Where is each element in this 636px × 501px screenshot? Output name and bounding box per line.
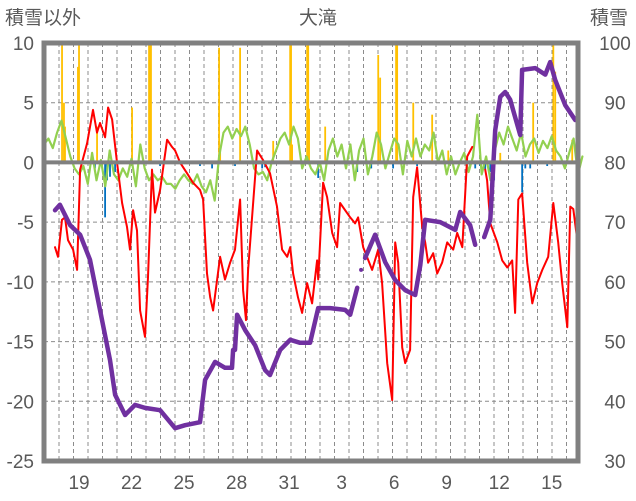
- orange-bar: [290, 43, 292, 163]
- left-tick-label: -10: [7, 273, 34, 294]
- x-tick-label: 3: [336, 473, 347, 494]
- orange-bar: [532, 102, 535, 163]
- blue-bar: [104, 162, 107, 218]
- orange-bar: [499, 152, 502, 163]
- blue-bar: [317, 162, 320, 178]
- blue-bar: [474, 162, 477, 169]
- right-tick-label: 60: [604, 273, 625, 294]
- right-tick-label: 100: [599, 34, 631, 55]
- left-tick-label: 10: [13, 34, 34, 55]
- purple-series-line: [481, 59, 578, 240]
- x-tick-label: 12: [489, 473, 510, 494]
- orange-bar: [447, 150, 450, 163]
- green-series-line: [42, 113, 584, 202]
- blue-bar: [489, 162, 492, 172]
- line-series: [42, 59, 584, 431]
- x-tick-label: 22: [121, 473, 142, 494]
- blue-bar: [211, 162, 213, 169]
- right-axis-title: 積雪: [590, 7, 628, 29]
- left-tick-label: -15: [7, 333, 34, 354]
- orange-bar: [272, 140, 275, 163]
- orange-bar: [324, 126, 327, 163]
- right-tick-label: 40: [604, 392, 625, 413]
- x-tick-label: 6: [389, 473, 400, 494]
- right-tick-label: 80: [604, 153, 625, 174]
- blue-bar: [484, 162, 487, 170]
- blue-bar: [524, 162, 527, 169]
- right-tick-label: 70: [604, 213, 625, 234]
- blue-bar: [392, 162, 395, 169]
- orange-bar: [552, 43, 555, 163]
- x-tick-label: 25: [173, 473, 194, 494]
- orange-bar: [78, 43, 80, 163]
- orange-bar: [218, 47, 220, 163]
- x-tick-label: 9: [441, 473, 452, 494]
- right-tick-label: 90: [604, 94, 625, 115]
- x-tick-label: 31: [279, 473, 300, 494]
- chart-title: 大滝: [299, 7, 337, 29]
- blue-bar: [114, 162, 116, 172]
- orange-bar: [148, 43, 150, 163]
- red-series-line: [54, 106, 474, 402]
- orange-bar: [131, 107, 133, 163]
- left-tick-label: -20: [7, 392, 34, 413]
- orange-bar: [554, 71, 557, 163]
- orange-bar: [291, 144, 293, 163]
- blue-bar: [109, 162, 111, 177]
- left-axis-title: 積雪以外: [5, 7, 81, 29]
- orange-bar: [306, 43, 309, 163]
- purple-series-point: [359, 267, 364, 272]
- right-tick-label: 30: [604, 452, 625, 473]
- blue-bar: [521, 162, 524, 193]
- purple-series-line: [52, 202, 236, 431]
- plot-frame: [41, 40, 581, 464]
- orange-bar: [239, 47, 241, 163]
- orange-bar: [412, 102, 415, 163]
- blue-bar: [529, 162, 532, 169]
- left-tick-label: 0: [23, 153, 34, 174]
- left-tick-label: -5: [17, 213, 34, 234]
- purple-series-line: [232, 285, 360, 378]
- orange-bar: [396, 43, 399, 163]
- purple-series-line: [362, 209, 478, 298]
- orange-bar: [379, 77, 382, 163]
- orange-bar: [96, 126, 98, 163]
- orange-bar: [61, 43, 63, 163]
- red-series-line: [484, 168, 580, 329]
- left-tick-label: 5: [23, 94, 34, 115]
- orange-bar: [307, 43, 310, 163]
- orange-bar: [395, 43, 397, 163]
- orange-bar: [77, 66, 79, 163]
- orange-bar: [308, 108, 310, 163]
- blue-bar: [261, 162, 264, 169]
- x-tick-label: 19: [68, 473, 89, 494]
- orange-bar: [64, 126, 66, 163]
- right-tick-label: 50: [604, 333, 625, 354]
- x-tick-label: 28: [226, 473, 247, 494]
- orange-bar: [377, 54, 380, 163]
- plot-border: [41, 40, 581, 464]
- orange-bar: [150, 43, 152, 163]
- orange-bar: [571, 139, 574, 163]
- x-tick-label: 15: [541, 473, 562, 494]
- left-tick-label: -25: [7, 452, 34, 473]
